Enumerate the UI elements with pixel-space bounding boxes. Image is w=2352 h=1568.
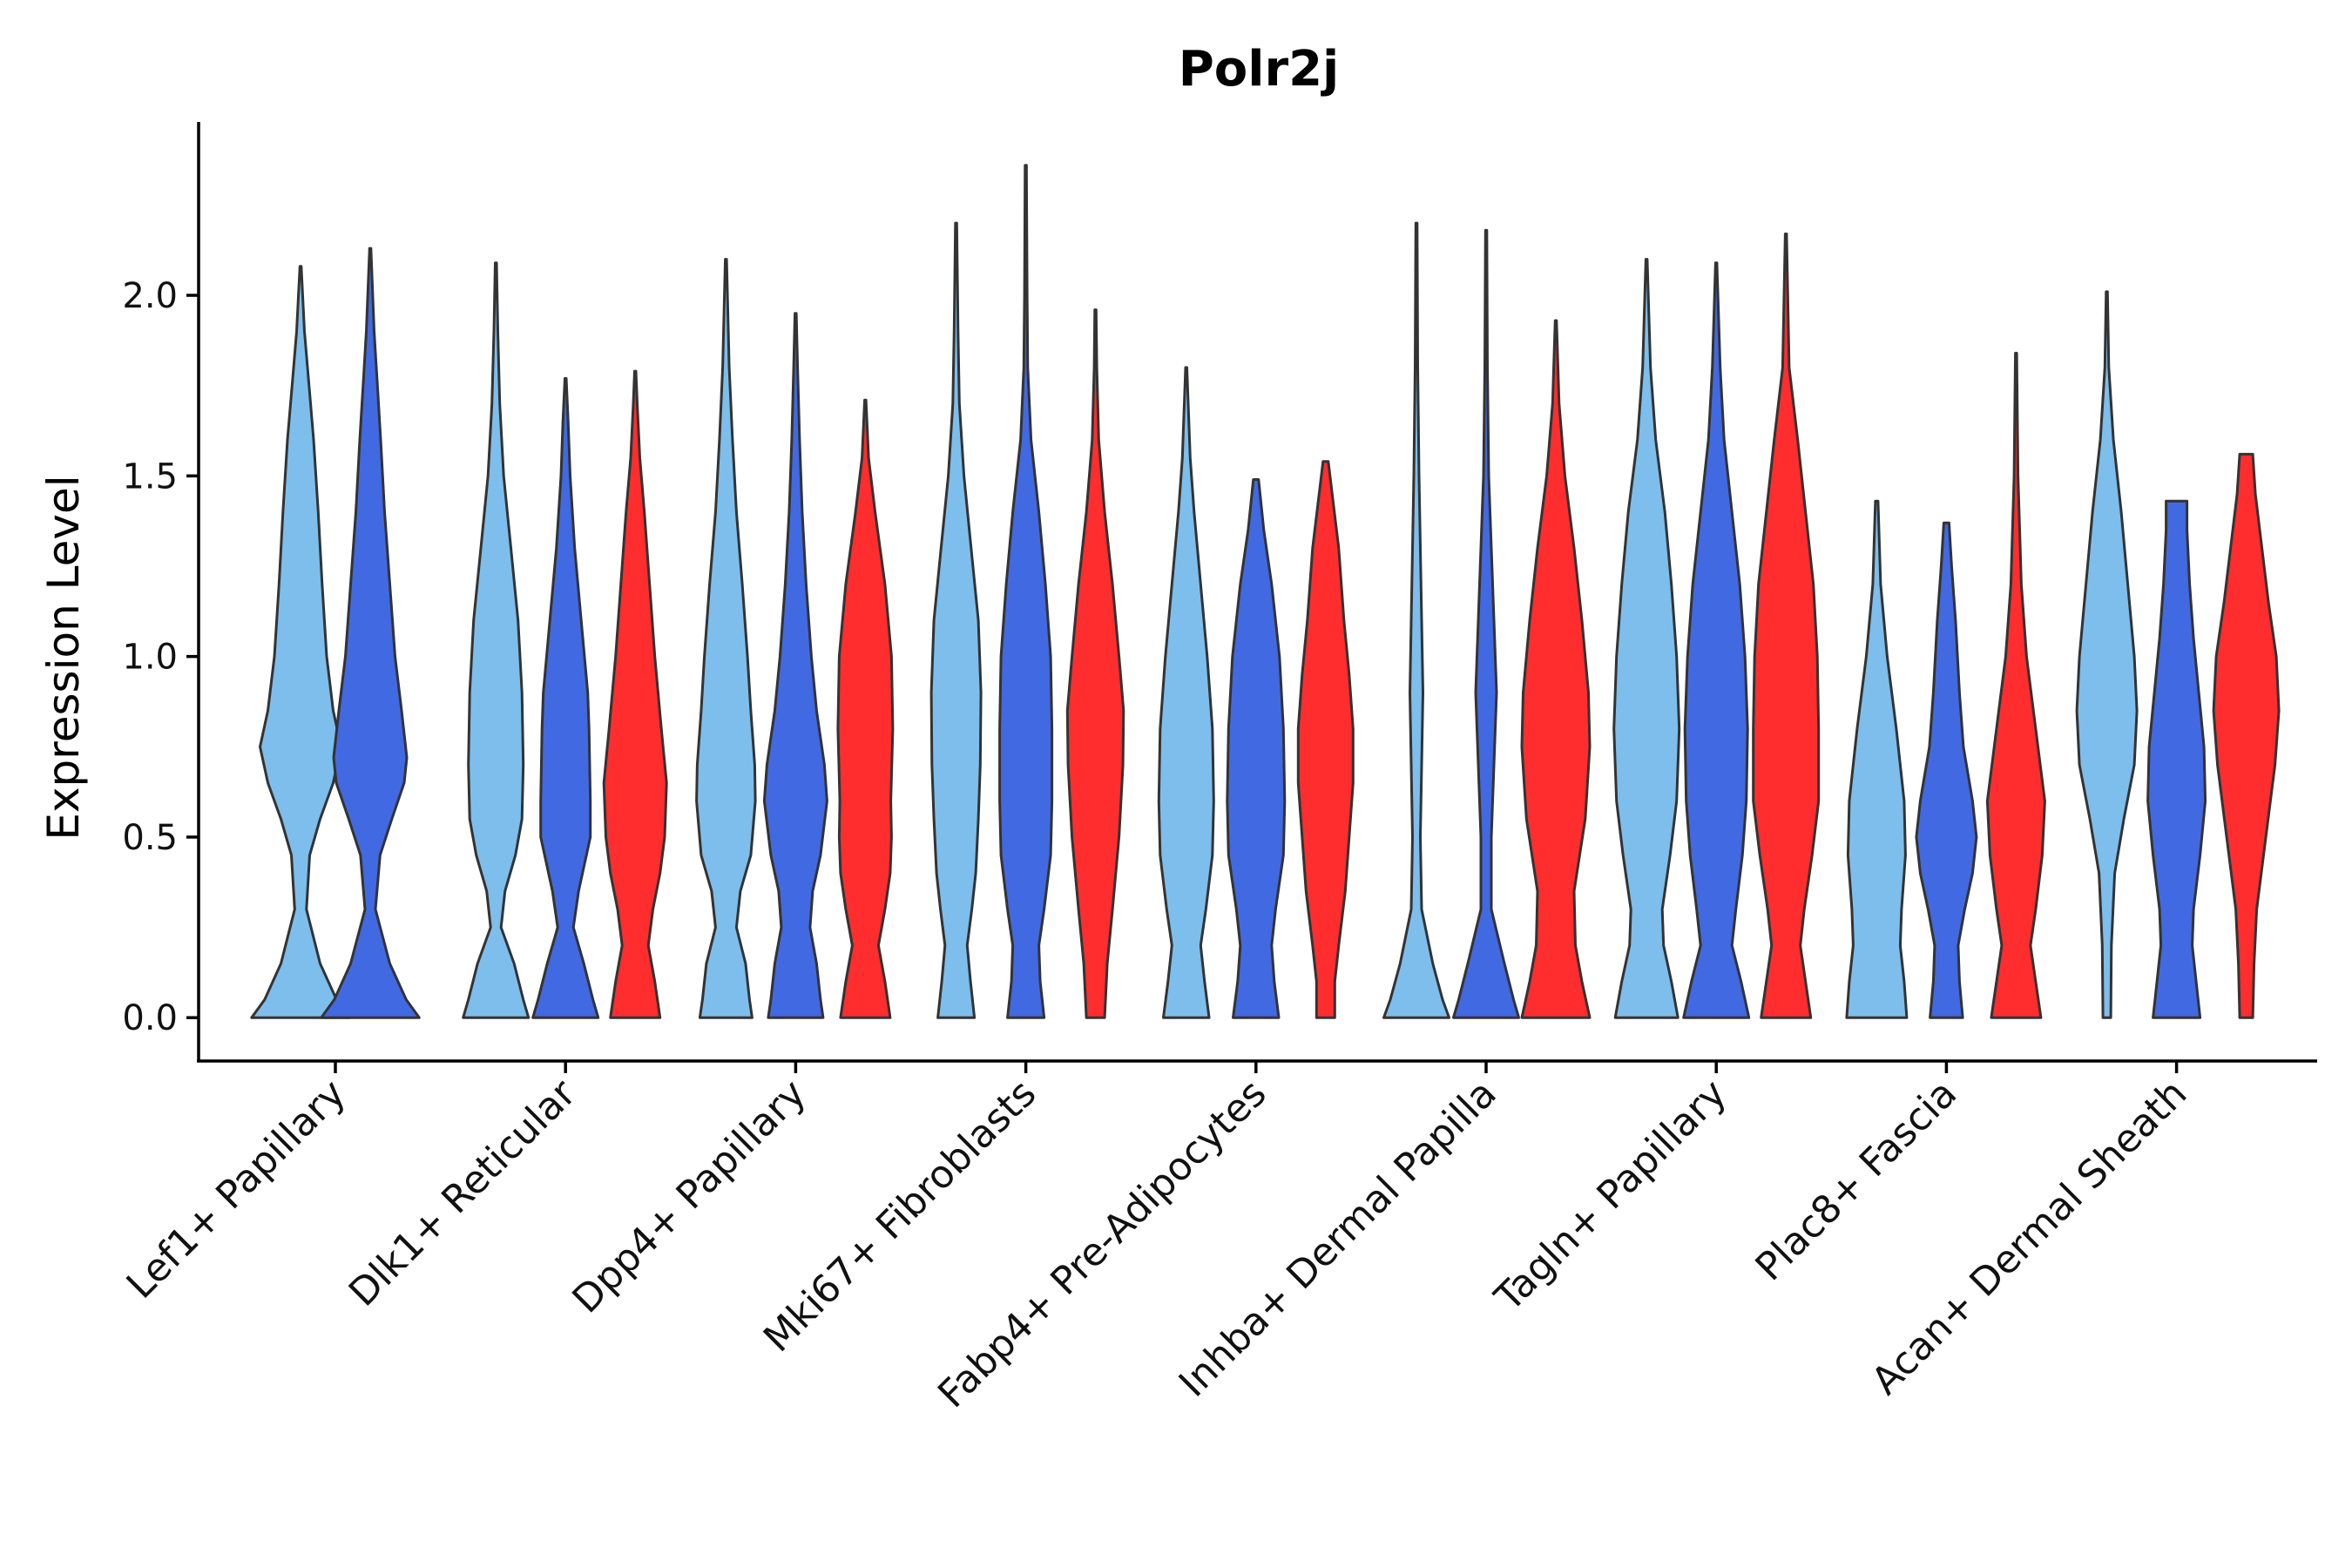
violin-9-1 (2075, 290, 2139, 1019)
violin-8-1 (1845, 499, 1909, 1019)
violin-6-3 (1520, 319, 1592, 1019)
violin-6-1 (1382, 221, 1450, 1019)
violin-group (250, 164, 2281, 1019)
violin-1-1 (250, 265, 351, 1019)
violin-4-2 (998, 164, 1054, 1019)
violin-4-3 (1065, 308, 1125, 1019)
violin-7-3 (1752, 233, 1821, 1019)
violin-9-3 (2212, 452, 2281, 1019)
violin-3-1 (695, 258, 757, 1019)
y-axis-label: Expression Level (38, 475, 89, 840)
y-tick-label: 1.5 (122, 456, 178, 497)
y-tick-label: 1.0 (122, 638, 178, 678)
violin-8-2 (1915, 521, 1978, 1019)
violin-4-1 (929, 221, 983, 1019)
violin-3-2 (762, 312, 828, 1019)
violin-8-3 (1985, 351, 2046, 1019)
x-tick-label: Plac8+ Fascia (1747, 1071, 1966, 1290)
y-tick-label: 0.5 (122, 818, 178, 858)
y-tick-label: 2.0 (122, 276, 178, 316)
x-tick-label: Dpp4+ Papillary (564, 1071, 815, 1322)
violin-6-2 (1452, 228, 1520, 1019)
violin-3-3 (836, 398, 895, 1019)
violin-2-1 (462, 261, 531, 1019)
chart-title: Polr2j (1179, 41, 1340, 98)
x-tick-label: Dlk1+ Reticular (341, 1071, 585, 1315)
violin-1-2 (320, 247, 421, 1019)
violin-2-2 (531, 376, 600, 1019)
x-tick-label: Lef1+ Papillary (118, 1071, 355, 1308)
violin-9-2 (2146, 499, 2207, 1019)
violin-7-2 (1682, 261, 1751, 1019)
violin-7-1 (1612, 258, 1681, 1019)
violin-5-3 (1296, 460, 1355, 1019)
y-tick-label: 0.0 (122, 998, 178, 1038)
y-axis-ticks: 0.0 0.5 1.0 1.5 2.0 (122, 276, 199, 1038)
x-tick-label: Tagln+ Papillary (1486, 1071, 1735, 1321)
violin-5-1 (1157, 366, 1215, 1019)
violin-5-2 (1226, 478, 1287, 1019)
violin-2-3 (602, 369, 668, 1019)
